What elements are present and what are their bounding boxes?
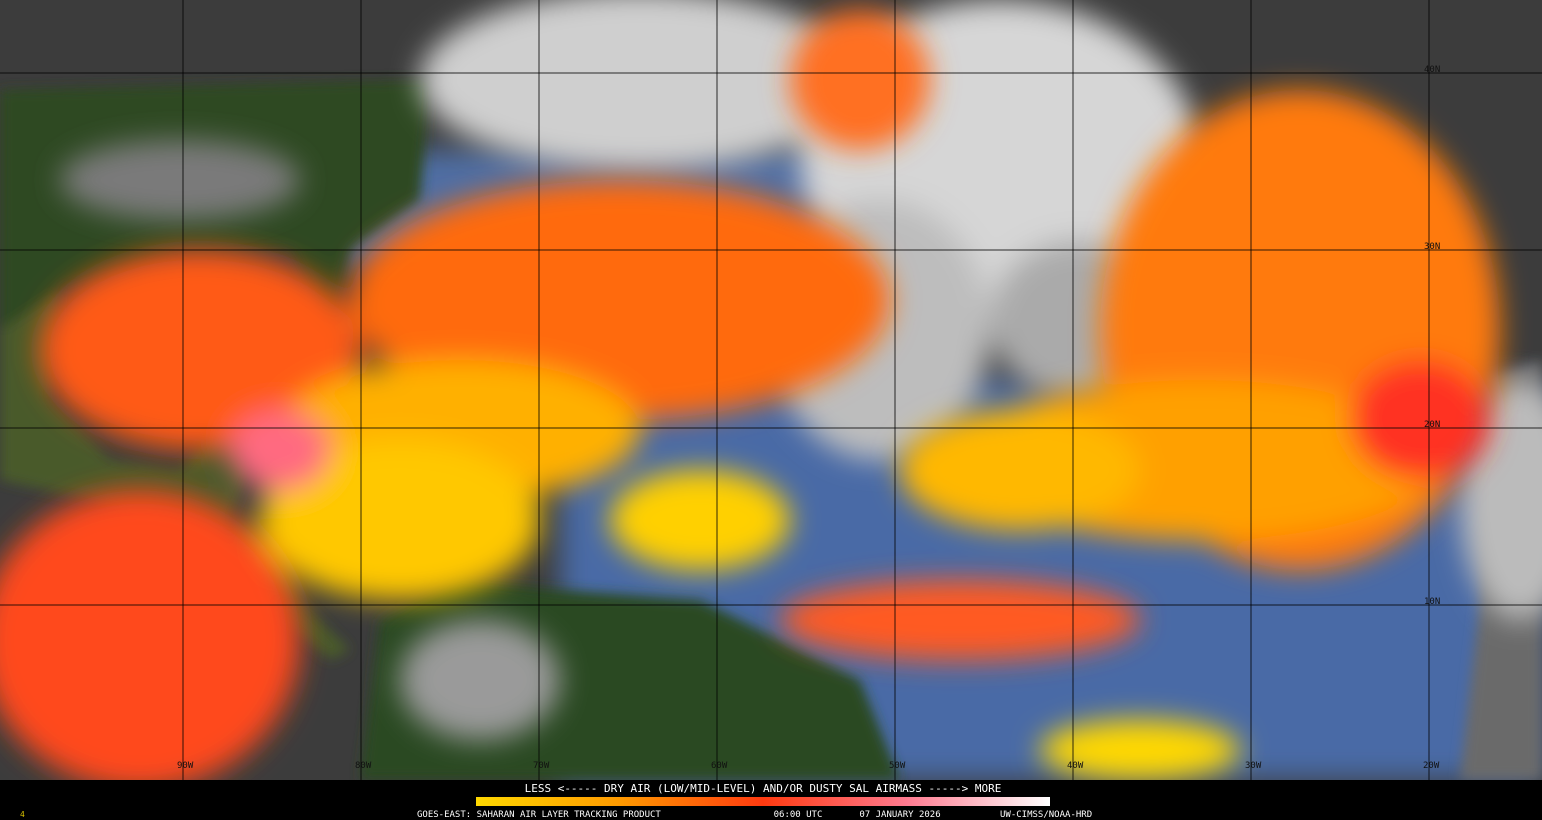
legend-text: LESS <----- DRY AIR (LOW/MID-LEVEL) AND/…: [525, 782, 1002, 795]
latitude-label: 10N: [1424, 597, 1440, 607]
credit: UW-CIMSS/NOAA-HRD: [1000, 810, 1092, 820]
corner-mark: 4: [20, 810, 25, 819]
longitude-label: 50W: [889, 761, 906, 771]
latitude-label: 40N: [1424, 65, 1440, 75]
time: 06:00 UTC: [774, 810, 823, 820]
longitude-label: 90W: [177, 761, 194, 771]
longitude-label: 40W: [1067, 761, 1084, 771]
color-scale: [476, 797, 1050, 806]
date: 07 JANUARY 2026: [859, 810, 940, 820]
dry-air: [0, 10, 1500, 780]
longitude-label: 80W: [355, 761, 372, 771]
longitude-label: 70W: [533, 761, 550, 771]
longitude-label: 20W: [1423, 761, 1440, 771]
lat-lon-grid: 40N 30N 20N 10N 90W 80W 70W 60W 50W 40W 30W 20W: [0, 0, 1542, 780]
longitude-label: 60W: [711, 761, 728, 771]
latitude-label: 30N: [1424, 242, 1440, 252]
imagery: 40N 30N 20N 10N 90W 80W 70W 60W 50W 40W 30W 20W: [0, 0, 1542, 780]
longitude-label: 30W: [1245, 761, 1262, 771]
product-name: GOES-EAST: SAHARAN AIR LAYER TRACKING PR…: [417, 810, 661, 820]
latitude-label: 20N: [1424, 420, 1440, 430]
